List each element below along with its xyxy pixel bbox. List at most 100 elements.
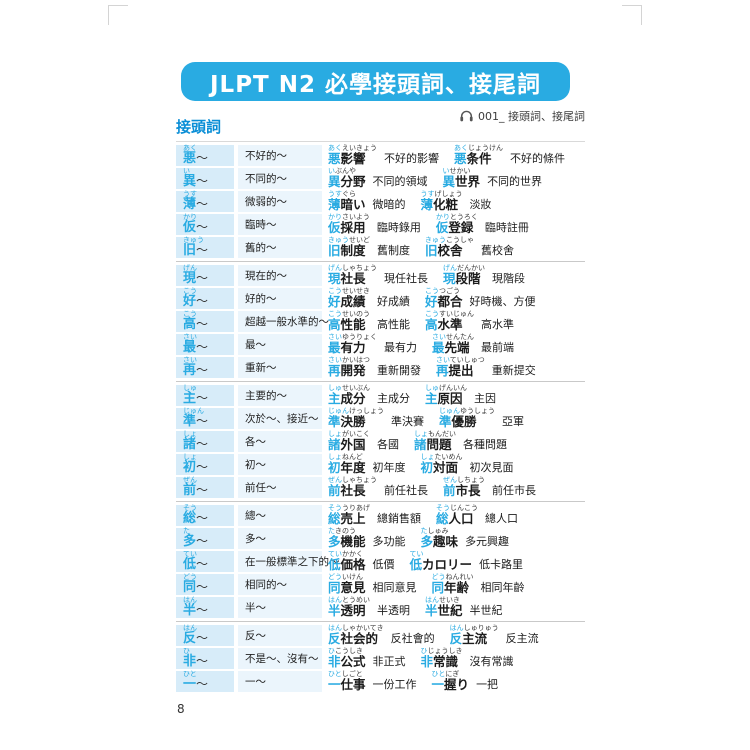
example-word-prefix: 諸 (414, 437, 427, 452)
example-furigana: きのう (335, 527, 356, 535)
example-word: 暗い (340, 197, 366, 212)
prefix-kanji: 多 (183, 534, 197, 549)
tilde: ～ (196, 151, 209, 165)
tilde: ～ (196, 654, 209, 668)
example-word: 段階 (455, 271, 481, 286)
example: はんしゃかいてき 反社会的 反社會的 (328, 624, 435, 645)
meaning-cell: 不好的～ (238, 145, 322, 166)
example-word-prefix: 同 (328, 580, 341, 595)
prefix-cell: た多～ (176, 527, 234, 549)
prefix-furigana: げん (183, 264, 197, 272)
example-furigana-prefix: さい (328, 333, 342, 341)
example-furigana: ねんれい (445, 573, 474, 581)
example-furigana: しちょう (457, 476, 485, 484)
example-word: 透明 (340, 603, 366, 618)
prefix-cell: きゅう 旧～ (176, 236, 234, 258)
example-furigana-prefix: た (328, 527, 335, 535)
prefix-kanji: 一 (183, 677, 197, 692)
examples-cell: どういけん 同意見 相同意見 どうねんれい 同年齢 相同年齡 (328, 573, 585, 595)
meaning-cell: 舊的～ (238, 237, 322, 258)
prefix-cell: うす 薄～ (176, 190, 234, 212)
example-word: 原因 (437, 391, 463, 406)
example-word-prefix: 悪 (454, 151, 467, 166)
example: はんとうめい 半透明 半透明 (328, 596, 410, 617)
example-gloss: 多功能 (372, 535, 406, 548)
prefix-furigana: かり (183, 213, 197, 221)
example: さいていしゅつ 再提出 重新提交 (436, 356, 536, 377)
example-word: 市長 (455, 483, 481, 498)
example-word: 成分 (340, 391, 366, 406)
example: しゅげんいん 主原因 主因 (425, 384, 496, 405)
prefix-kanji: 薄 (183, 197, 197, 212)
tilde: ～ (196, 271, 209, 285)
table-row: どう 同～ 相同的～ どういけん 同意見 相同意見 どうねんれい 同年齢 相同年齡 (176, 573, 585, 595)
example-furigana-prefix: こう (425, 310, 439, 318)
table-row: い異～ 不同的～ いぶんや 異分野 不同的領域 いせかい 異世界 不同的世界 (176, 167, 585, 189)
examples-cell: さいかいはつ 再開発 重新開發 さいていしゅつ 再提出 重新提交 (328, 356, 585, 378)
meaning-cell: 半～ (238, 597, 322, 618)
example-word: 化粧 (433, 197, 459, 212)
example-furigana: せんたん (446, 333, 474, 341)
prefix-kanji: 準 (183, 414, 197, 429)
example: かりさいよう 仮採用 臨時錄用 (328, 213, 421, 234)
prefix-cell: さい 最～ (176, 333, 234, 355)
example: ひじょうしき 非常識 沒有常識 (421, 647, 514, 668)
audio-track-label: 001_ 接頭詞、接尾詞 (460, 108, 585, 124)
prefix-cell: い異～ (176, 167, 234, 189)
example-furigana-prefix: ひと (328, 670, 342, 678)
example-word: 登録 (448, 220, 474, 235)
prefix-furigana: うす (183, 190, 197, 198)
prefix-kanji: 初 (183, 460, 197, 475)
example: てい 低カロリー 低卡路里 (410, 550, 524, 571)
example-gloss: 不好的影響 (384, 152, 439, 165)
prefix-furigana: はん (183, 624, 197, 632)
example-word-prefix: 諸 (328, 437, 341, 452)
example-word: 年齢 (444, 580, 470, 595)
prefix-furigana: こう (183, 310, 197, 318)
crop-mark (641, 5, 642, 25)
example-word: 社長 (340, 483, 366, 498)
example-furigana: ゆうりょく (342, 333, 377, 341)
example-word-prefix: 主 (425, 391, 438, 406)
example-gloss: 不同的世界 (487, 175, 543, 188)
example-gloss: 好時機、方便 (469, 295, 536, 308)
example: たしゅみ 多趣味 多元興趣 (421, 527, 510, 548)
example-furigana-prefix: てい (409, 550, 424, 558)
prefix-furigana: しょ (183, 453, 197, 461)
tilde: ～ (196, 534, 209, 548)
prefix-cell: ぜん 前～ (176, 476, 234, 498)
example-furigana-prefix: しゅ (328, 384, 342, 392)
meaning-cell: 前任～ (238, 477, 322, 498)
example-word: 有力 (340, 340, 366, 355)
example-gloss: 一把 (476, 678, 499, 691)
prefix-kanji: 再 (183, 363, 197, 378)
prefix-kanji: 旧 (183, 243, 197, 258)
examples-cell: じゅんけっしょう 準決勝 準決賽 じゅんゆうしょう 準優勝 亞軍 (328, 407, 585, 429)
table-row: しょ 諸～ 各～ しょがいこく 諸外国 各國 しょもんだい 諸問題 各種問題 (176, 430, 585, 452)
table-row: しょ 初～ 初～ しょねんど 初年度 初年度 しょたいめん 初対面 初次見面 (176, 453, 585, 475)
example: はんせいき 半世紀 半世紀 (425, 596, 503, 617)
example-gloss: 主因 (474, 392, 496, 405)
tilde: ～ (196, 460, 209, 474)
example-word: 仕事 (340, 677, 366, 692)
example-word-prefix: 低 (409, 557, 423, 572)
prefix-cell: こう 高～ (176, 310, 234, 332)
example-furigana: せいのう (342, 310, 370, 318)
example: さいゆうりょく 最有力 最有力 (328, 333, 417, 354)
example: こうすいじゅん 高水準 高水準 (425, 310, 514, 331)
prefix-furigana: じゅん (183, 407, 204, 415)
prefix-kanji: 異 (183, 174, 197, 189)
prefix-cell: げん 現～ (176, 264, 234, 286)
example-gloss: 好成績 (377, 295, 410, 308)
example-word: 制度 (340, 243, 366, 258)
example-word-prefix: 前 (443, 483, 456, 498)
example-gloss: 半透明 (377, 604, 410, 617)
table-row: てい 低～ 在一般標準之下的～ ていかかく 低価格 低價 てい 低カロリー 低卡路里 (176, 550, 585, 572)
table-row: ぜん 前～ 前任～ ぜんしゃちょう 前社長 前任社長 ぜんしちょう 前市長 前任市長 (176, 476, 585, 502)
meaning-cell: 超越一般水準的～ (238, 311, 329, 332)
example-furigana: かいはつ (342, 356, 370, 364)
example-gloss: 沒有常識 (469, 655, 514, 668)
example-word: 社会的 (340, 631, 379, 646)
example-furigana: えいきょう (342, 144, 377, 152)
